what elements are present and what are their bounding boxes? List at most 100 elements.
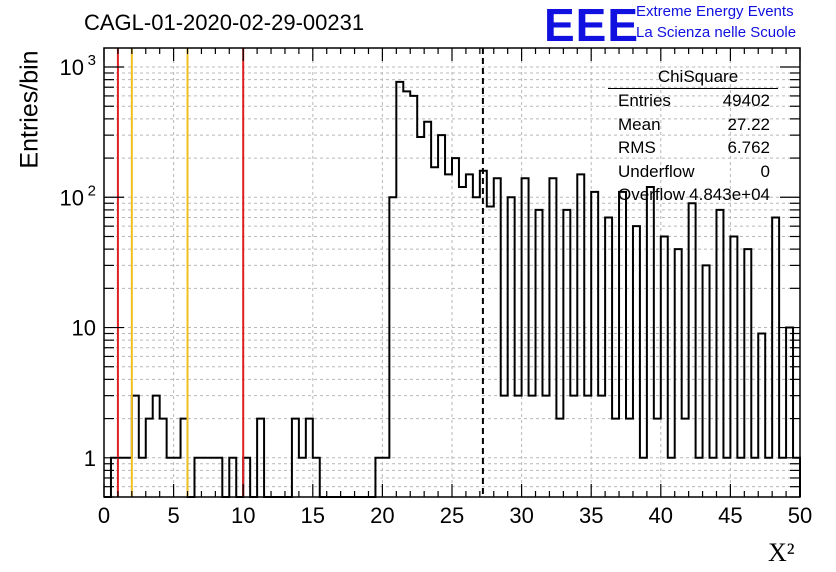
histogram-bin	[751, 458, 758, 497]
histogram-bin	[556, 419, 563, 497]
y-tick-label: 10	[60, 185, 84, 210]
histogram-bin	[682, 419, 689, 497]
histogram-bin	[313, 458, 320, 497]
reference-lines	[116, 48, 484, 497]
x-tick-label: 15	[301, 503, 325, 528]
histogram-bin	[125, 458, 132, 497]
histogram-bin	[536, 210, 543, 497]
histogram-bin	[243, 458, 250, 497]
histogram-bin	[118, 458, 125, 497]
histogram-bin	[132, 396, 139, 497]
histogram-bin	[417, 137, 424, 497]
histogram-bin	[424, 122, 431, 497]
histogram-bin	[396, 82, 403, 497]
x-tick-label: 0	[98, 503, 110, 528]
x-tick-label: 30	[509, 503, 533, 528]
histogram-bin	[744, 249, 751, 497]
x-tick-label: 50	[788, 503, 812, 528]
stats-value: 6.762	[727, 138, 770, 157]
histogram-bin	[633, 226, 640, 497]
stats-row-entries: Entries 49402	[608, 89, 778, 113]
histogram-bin	[619, 192, 626, 497]
stats-value: 0	[760, 161, 770, 181]
histogram-bin	[452, 158, 459, 497]
histogram-bin	[640, 458, 647, 497]
stats-key: RMS	[618, 138, 656, 157]
histogram-bin	[591, 192, 598, 497]
histogram-bin	[403, 91, 410, 497]
histogram-bin	[654, 419, 661, 497]
histogram-bin	[431, 167, 438, 497]
histogram-bin	[160, 419, 167, 497]
histogram-bin	[306, 419, 313, 497]
stats-value: 27.22	[727, 114, 770, 134]
histogram-bin	[549, 178, 556, 497]
x-axis-label: X²	[768, 538, 795, 567]
x-tick-label: 40	[649, 503, 673, 528]
histogram-bin	[153, 396, 160, 497]
y-axis-label: Entries/bin	[15, 50, 44, 169]
histogram-bin	[201, 458, 208, 497]
stats-key: Entries	[618, 91, 671, 110]
stats-title: ChiSquare	[608, 66, 778, 89]
x-tick-label: 45	[718, 503, 742, 528]
grid	[104, 48, 800, 497]
y-tick-label: 1	[84, 446, 96, 471]
y-tick-label: 10	[72, 316, 96, 341]
stats-box: ChiSquare Entries 49402 Mean 27.22 RMS 6.76…	[608, 66, 778, 207]
histogram-bin	[487, 206, 494, 497]
histogram-bin	[668, 458, 675, 497]
histogram-bin	[522, 178, 529, 497]
histogram-bin	[410, 96, 417, 497]
eee-logo: EEE	[544, 0, 640, 51]
histogram-bin	[473, 197, 480, 497]
x-tick-label: 35	[579, 503, 603, 528]
x-tick-label: 10	[231, 503, 255, 528]
histogram-bin	[716, 210, 723, 497]
histogram-bin	[181, 419, 188, 497]
histogram-bin	[501, 396, 508, 497]
histogram-bin	[689, 203, 696, 497]
histogram-bin	[675, 249, 682, 497]
histogram-bin	[758, 333, 765, 497]
stats-row-underflow: Underflow 0	[608, 160, 778, 184]
histogram-bin	[529, 396, 536, 497]
histogram-bin	[710, 458, 717, 497]
histogram-bin	[723, 458, 730, 497]
histogram-bin	[612, 419, 619, 497]
histogram-bin	[292, 419, 299, 497]
histogram-bin	[772, 217, 779, 497]
stats-row-mean: Mean 27.22	[608, 113, 778, 137]
histogram-bin	[647, 187, 654, 497]
histogram-bin	[382, 458, 389, 497]
logo-line-2: La Scienza nelle Scuole	[636, 24, 797, 41]
histogram-bin	[786, 328, 793, 497]
histogram-bin	[466, 174, 473, 497]
stats-value: 49402	[722, 91, 770, 110]
histogram-bin	[494, 178, 501, 497]
histogram-bin	[375, 458, 382, 497]
x-tick-label: 25	[440, 503, 464, 528]
histogram-bin	[542, 396, 549, 497]
stats-key: Mean	[618, 114, 661, 134]
histogram-bin	[570, 396, 577, 497]
x-tick-label: 20	[370, 503, 394, 528]
histogram-bin	[389, 197, 396, 497]
histogram-bin	[584, 396, 591, 497]
histogram-bin	[194, 458, 201, 497]
histogram-bin	[299, 458, 306, 497]
histogram-bin	[765, 458, 772, 497]
histogram-bin	[257, 419, 264, 497]
histogram-bin	[229, 458, 236, 497]
histogram-bin	[167, 458, 174, 497]
histogram-bin	[737, 458, 744, 497]
histogram-bin	[208, 458, 215, 497]
histogram-bin	[515, 396, 522, 497]
histogram-bin	[661, 236, 668, 497]
stats-key: Overflow	[618, 185, 686, 204]
stats-value: 4.843e+04	[689, 185, 770, 204]
y-tick-exponent: 2	[88, 182, 96, 199]
histogram-bin	[508, 197, 515, 497]
y-tick-label: 10	[60, 55, 84, 80]
